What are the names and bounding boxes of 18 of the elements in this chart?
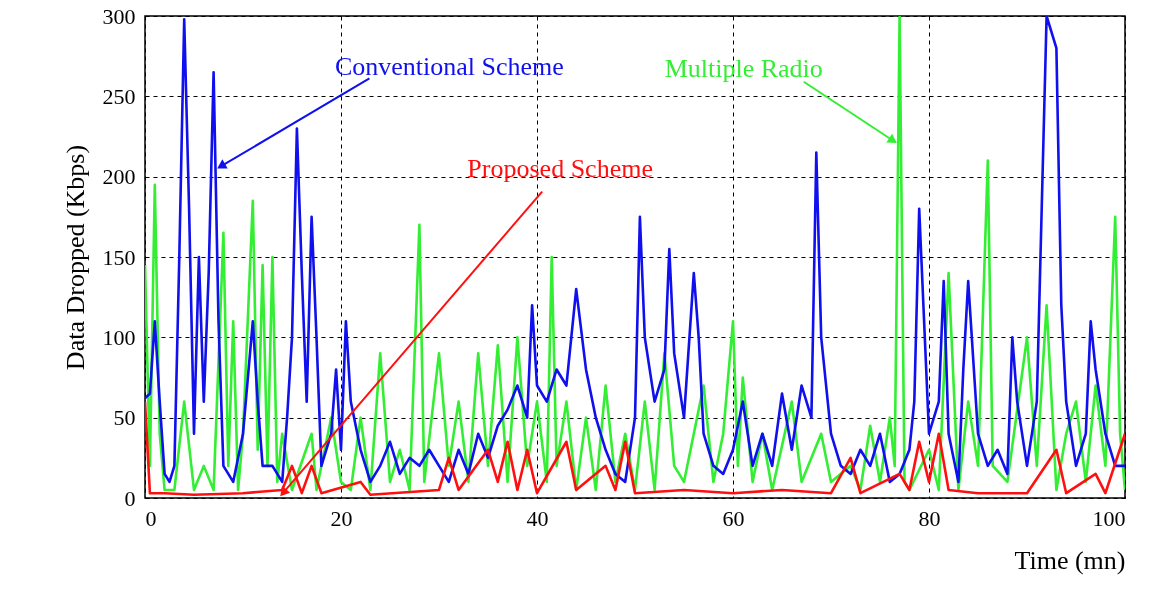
y-tick-label: 300 — [102, 3, 136, 29]
y-tick-label: 200 — [102, 164, 136, 190]
x-tick-label: 60 — [722, 505, 745, 531]
x-tick-label: 40 — [526, 505, 549, 531]
y-tick-label: 250 — [102, 83, 136, 109]
y-tick-label: 0 — [124, 485, 136, 511]
y-tick-label: 150 — [102, 244, 136, 270]
annotation: Proposed Scheme — [467, 153, 653, 183]
x-tick-label: 0 — [145, 505, 157, 531]
annotation: Multiple Radio — [664, 53, 823, 83]
y-tick-label: 100 — [102, 324, 136, 350]
y-tick-label: 50 — [113, 405, 136, 431]
x-axis-title: Time (mn) — [1014, 545, 1126, 575]
y-axis-title: Data Dropped (Kbps) — [60, 144, 90, 371]
annotation: Conventional Scheme — [334, 52, 564, 82]
x-tick-label: 100 — [1092, 505, 1126, 531]
x-tick-label: 20 — [330, 505, 353, 531]
x-tick-label: 80 — [918, 505, 941, 531]
